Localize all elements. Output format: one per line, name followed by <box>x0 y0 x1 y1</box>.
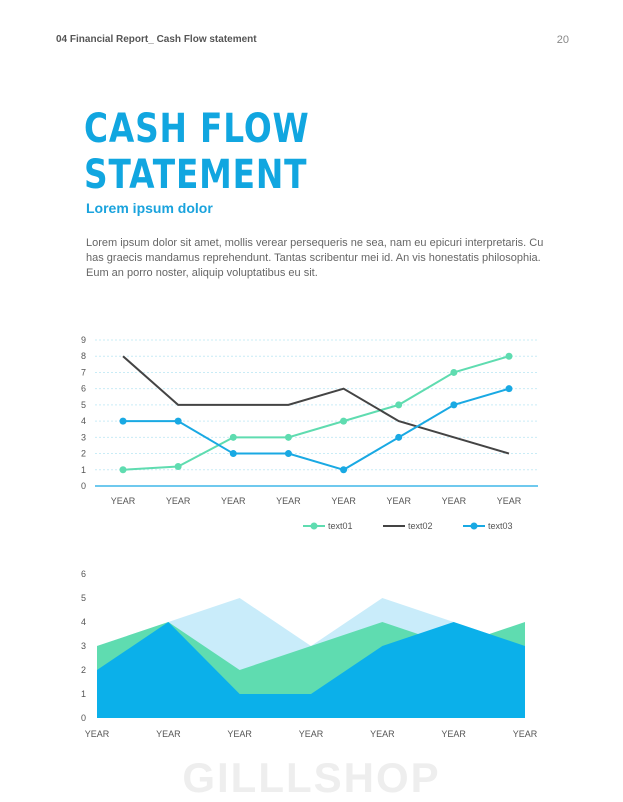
data-point-text01 <box>340 417 348 425</box>
y-tick-label: 3 <box>81 641 86 651</box>
legend-marker-text01 <box>310 522 318 530</box>
data-point-text03 <box>505 385 513 393</box>
x-tick-label: YEAR <box>370 729 395 739</box>
line-chart: 0 1 2 3 4 5 6 7 8 9 YEAR YEAR YEAR YEAR YEAR YEAR YEAR YE… <box>81 335 538 531</box>
y-tick-label: 6 <box>81 384 86 394</box>
header-document-title: 04 Financial Report_ Cash Flow statement <box>56 34 257 45</box>
data-point-text03 <box>340 466 348 474</box>
area-series-3 <box>97 622 525 718</box>
x-tick-label: YEAR <box>166 496 191 506</box>
x-tick-label: YEAR <box>111 496 136 506</box>
data-point-text03 <box>450 401 458 409</box>
data-point-text03 <box>174 417 182 425</box>
watermark-text: GILLLSHOP <box>182 754 441 801</box>
page-title: CASH FLOW STATEMENT <box>84 106 310 198</box>
data-point-text01 <box>505 352 513 360</box>
x-tick-label: YEAR <box>276 496 301 506</box>
series-line-text03 <box>123 387 510 471</box>
x-tick-label: YEAR <box>221 496 246 506</box>
area-chart: 0 1 2 3 4 5 6 YEAR YEAR YEAR YEAR YEAR YEAR YEAR <box>81 569 538 739</box>
legend-label-text01: text01 <box>328 521 353 531</box>
data-point-text01 <box>119 466 127 474</box>
y-tick-label: 0 <box>81 713 86 723</box>
y-tick-label: 8 <box>81 351 86 361</box>
data-point-text01 <box>395 401 403 409</box>
y-tick-label: 2 <box>81 449 86 459</box>
legend-label-text03: text03 <box>488 521 513 531</box>
y-tick-label: 6 <box>81 569 86 579</box>
legend-marker-text03 <box>470 522 478 530</box>
data-point-text03 <box>284 450 292 458</box>
y-tick-label: 1 <box>81 465 86 475</box>
data-point-text01 <box>229 433 237 441</box>
data-point-text01 <box>450 368 458 376</box>
x-tick-label: YEAR <box>441 729 466 739</box>
data-point-text01 <box>284 433 292 441</box>
y-tick-label: 7 <box>81 367 86 377</box>
y-tick-label: 5 <box>81 400 86 410</box>
x-tick-label: YEAR <box>156 729 181 739</box>
data-point-text03 <box>229 450 237 458</box>
x-tick-label: YEAR <box>442 496 467 506</box>
x-tick-label: YEAR <box>497 496 522 506</box>
y-tick-label: 9 <box>81 335 86 345</box>
y-tick-label: 4 <box>81 617 86 627</box>
x-tick-label: YEAR <box>299 729 324 739</box>
section-subtitle: Lorem ipsum dolor <box>86 200 213 216</box>
y-tick-label: 1 <box>81 689 86 699</box>
x-tick-label: YEAR <box>227 729 252 739</box>
x-tick-label: YEAR <box>386 496 411 506</box>
y-tick-label: 5 <box>81 593 86 603</box>
y-tick-label: 4 <box>81 416 86 426</box>
legend-label-text02: text02 <box>408 521 433 531</box>
data-point-text03 <box>119 417 127 425</box>
data-point-text01 <box>174 463 182 471</box>
data-point-text03 <box>395 433 403 441</box>
x-tick-label: YEAR <box>85 729 110 739</box>
y-tick-label: 2 <box>81 665 86 675</box>
x-tick-label: YEAR <box>331 496 356 506</box>
x-tick-label: YEAR <box>513 729 538 739</box>
series-line-text02 <box>122 355 510 455</box>
body-paragraph: Lorem ipsum dolor sit amet, mollis verea… <box>86 237 544 279</box>
series-line-text01 <box>122 355 510 471</box>
page-number: 20 <box>556 34 569 46</box>
y-tick-label: 0 <box>81 481 86 491</box>
y-tick-label: 3 <box>81 432 86 442</box>
